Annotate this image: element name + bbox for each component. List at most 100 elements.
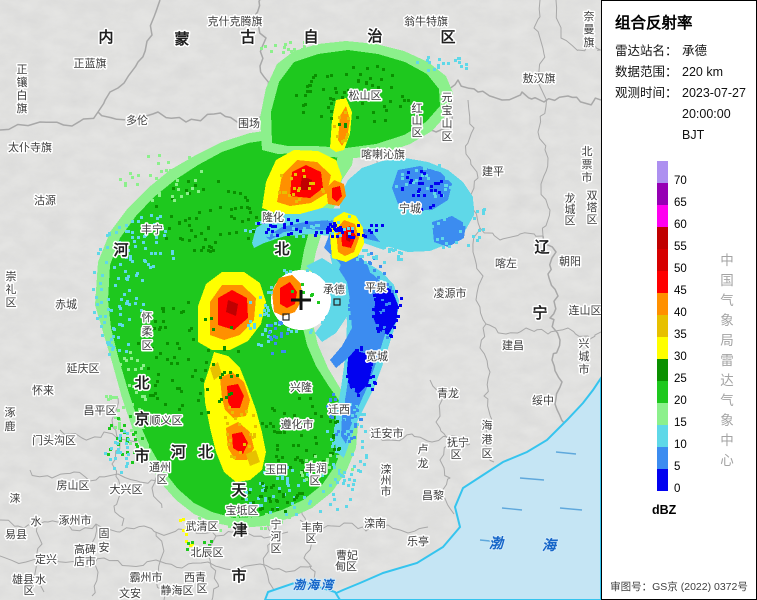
echo-blob (210, 362, 222, 380)
map-label: 区 (306, 533, 317, 545)
meta-station-row: 雷达站名： 承德 (615, 41, 756, 62)
map-label: 曹妃 (336, 548, 358, 562)
map-label: 滦南 (364, 516, 386, 530)
boundary-line (155, 531, 166, 600)
map-label: 北 (134, 375, 153, 392)
map-label: 市 (231, 567, 250, 585)
legend-tick: 50 (674, 263, 687, 275)
echo-blob (271, 50, 440, 148)
boundary-line (465, 99, 495, 463)
legend-segment (657, 315, 668, 337)
map-label: 丰润 (305, 461, 327, 475)
legend-tick: 15 (674, 417, 687, 429)
map-label: 奈曼旗 (584, 9, 595, 49)
map-label: 西青 (184, 571, 206, 584)
map-label: 涞 (10, 492, 21, 505)
legend-segment (657, 469, 668, 491)
echo-blob (232, 432, 248, 454)
map-label: 天 (231, 482, 250, 499)
legend-segment (657, 381, 668, 403)
boundary-line (97, 0, 270, 125)
map-label: 京 (134, 410, 153, 428)
map-label: 静海区 (161, 583, 194, 597)
map-label: 水 (31, 515, 42, 528)
map-label: 隆化 (262, 210, 284, 224)
map-approval-number: 审图号：GS京 (2022) 0372号 (610, 581, 748, 593)
map-label: 滦州市 (381, 462, 392, 498)
product-metadata: 雷达站名： 承德 数据范围： 220 km 观测时间： 2023-07-27 2… (615, 41, 756, 146)
map-label: 大兴区 (110, 482, 143, 496)
boundary-line (34, 519, 45, 593)
map-label: 通州 (149, 461, 171, 474)
meta-time-date: 2023-07-27 (682, 86, 746, 100)
dbz-color-legend: dBZ 70 65 60 55 50 45 40 35 30 25 20 15 10 5 0 (652, 161, 687, 517)
map-label: 武清区 (186, 520, 219, 533)
map-label: 绥中 (532, 394, 554, 407)
legend-segment (657, 359, 668, 381)
map-label: 遵化市 (281, 417, 314, 431)
map-label: 甸区 (335, 560, 357, 573)
map-label: 克什克腾旗 (208, 14, 263, 28)
map-label: 霸州市 (130, 570, 163, 584)
map-label: 昌黎 (422, 488, 444, 502)
echo-blob (226, 300, 238, 316)
map-label: 多伦 (126, 113, 148, 127)
map-label: 松山区 (349, 88, 382, 102)
map-label: 赤城 (55, 298, 77, 311)
meta-range-row: 数据范围： 220 km (615, 62, 756, 83)
map-label: 朝阳 (559, 255, 581, 268)
legend-tick: 40 (674, 307, 687, 319)
map-label: 房山区 (57, 479, 90, 492)
meta-range-value: 220 km (682, 65, 723, 79)
legend-tick: 20 (674, 395, 687, 407)
map-label: 宽城 (366, 349, 388, 363)
map-label: 太仆寺旗 (8, 140, 52, 154)
boundary-line (555, 0, 601, 52)
map-label: 海 (542, 537, 559, 554)
legend-segment (657, 447, 668, 469)
map-label: 涿州市 (59, 513, 92, 527)
radar-map-canvas[interactable]: 内蒙古自治区河 北河 北北京市天津市辽宁克什克腾旗正蓝旗翁牛特旗正镶白旗奈曼旗多伦… (0, 0, 601, 600)
dbz-unit-label: dBZ (652, 503, 677, 517)
map-label: 文安 (119, 586, 141, 600)
legend-segment (657, 205, 668, 227)
boundary-line (369, 429, 471, 446)
map-label: 怀柔区 (142, 311, 153, 352)
map-label: 渤 (489, 535, 505, 552)
map-label: 古 (240, 28, 259, 46)
product-title: 组合反射率 (615, 15, 693, 32)
map-label: 沽源 (34, 193, 56, 207)
legend-segment (657, 403, 668, 425)
legend-segment (657, 425, 668, 447)
legend-tick: 70 (674, 175, 687, 187)
radar-map[interactable]: 内蒙古自治区河北河 北北京市天津市辽宁克什克腾旗 正蓝旗 翁牛特旗 正镶白旗 奈曼旗 多伦… (0, 0, 601, 600)
map-label: 翁牛特旗 (404, 14, 448, 28)
meta-time-clock: 20:00:00 BJT (682, 107, 731, 142)
map-label: 凌源市 (434, 286, 467, 300)
map-label: 红山区 (412, 102, 423, 139)
legend-segment (657, 337, 668, 359)
map-label: 宁城 (399, 201, 421, 215)
legend-tick: 65 (674, 197, 687, 209)
map-label: 北票市 (582, 145, 593, 184)
map-label: 店市 (74, 554, 96, 568)
meta-range-label: 数据范围： (615, 65, 678, 79)
map-label: 区 (440, 29, 459, 46)
echo-blob (300, 176, 312, 190)
legend-tick: 10 (674, 439, 687, 451)
map-label: 河 北 (171, 443, 217, 461)
map-label: 丰南 (301, 521, 323, 534)
map-label: 区 (451, 449, 462, 461)
map-label: 宁河区 (271, 517, 282, 555)
map-label: 卢龙 (418, 443, 429, 470)
map-label: 抚宁 (447, 435, 469, 449)
meta-time-row2: 20:00:00 BJT (615, 104, 756, 146)
map-label: 双塔区 (587, 189, 598, 226)
map-label: 内 (98, 28, 117, 46)
legend-tick: 0 (674, 483, 681, 495)
map-label: 自 (303, 28, 322, 46)
legend-tick: 60 (674, 219, 687, 231)
dbz-color-bar (657, 161, 668, 491)
map-label: 平泉 (365, 280, 387, 294)
